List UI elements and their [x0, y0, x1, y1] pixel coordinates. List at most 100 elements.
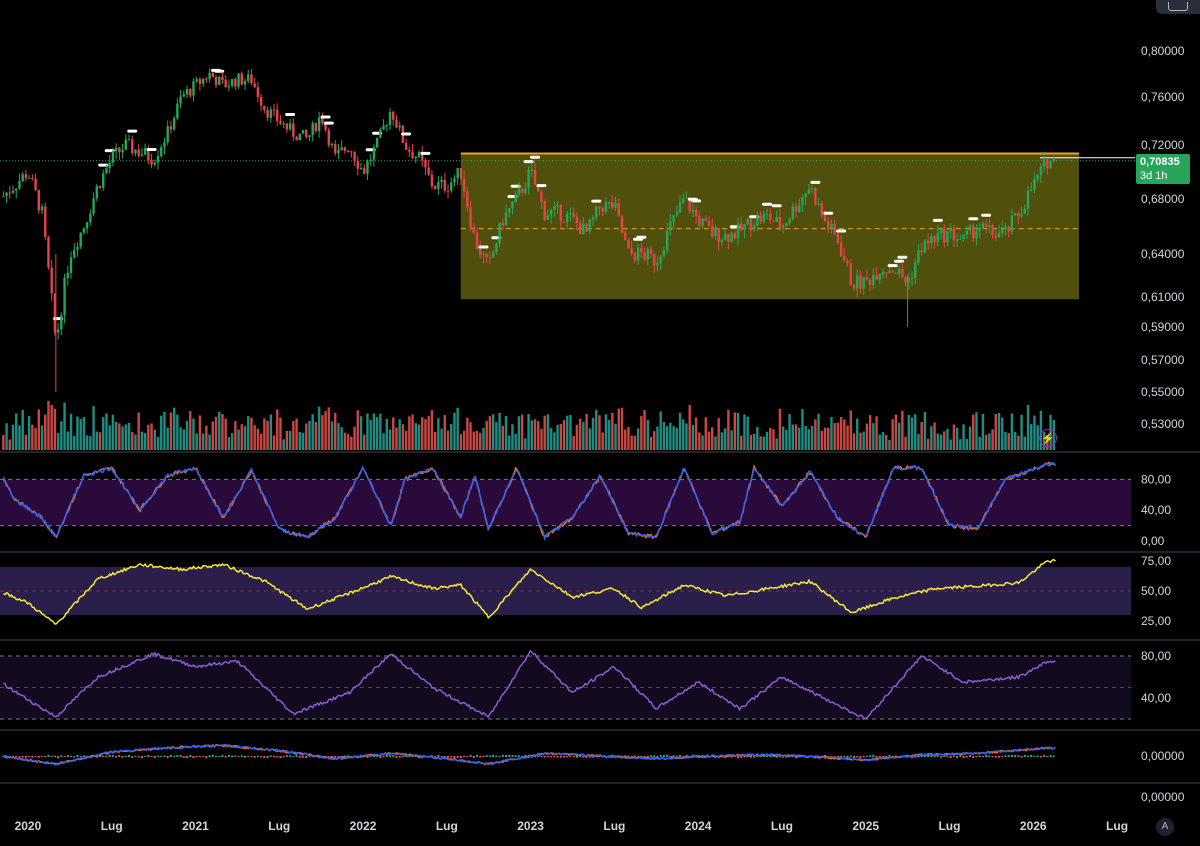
candle-body [527, 170, 530, 188]
volume-bar [595, 409, 598, 450]
candle-body [553, 206, 556, 210]
volume-bar [830, 417, 833, 450]
macd-histogram-bar [914, 756, 917, 758]
candle-body [356, 161, 359, 169]
candle-body [305, 130, 308, 137]
macd-histogram-bar [872, 754, 875, 757]
candle-body [933, 236, 936, 243]
volume-bar [73, 435, 76, 450]
volume-bar [801, 409, 804, 450]
macd-histogram-bar [972, 756, 975, 758]
rsi2-axis-label: 80,00 [1141, 649, 1171, 663]
volume-bar [298, 431, 301, 450]
candle-body [127, 139, 131, 141]
candle-body [746, 219, 749, 225]
volume-bar [63, 402, 66, 450]
macd-histogram-bar [998, 756, 1001, 758]
candle-body [95, 185, 98, 199]
macd-histogram-bar [685, 755, 688, 757]
volume-bar [269, 414, 272, 450]
macd-histogram-bar [479, 756, 482, 758]
candle-body [1007, 226, 1010, 232]
layout-toggle-icon[interactable] [1156, 0, 1200, 14]
volume-bar [79, 419, 82, 450]
volume-bar [160, 415, 163, 450]
volume-bar [556, 424, 559, 450]
macd-histogram-bar [192, 756, 195, 759]
macd-histogram-bar [453, 756, 456, 759]
candle-body [24, 174, 28, 179]
current-price-tag: 0,70835 3d 1h [1136, 154, 1190, 184]
macd-histogram-bar [991, 756, 994, 758]
auto-scale-icon[interactable]: A [1156, 818, 1174, 836]
volume-bar [559, 423, 562, 450]
candle-body [901, 268, 904, 278]
candle-body [282, 123, 285, 125]
candle-body [643, 252, 646, 260]
candle-body [578, 223, 582, 235]
lightning-icon[interactable]: ⚡ [1039, 429, 1057, 447]
candle-body [47, 236, 50, 268]
candle-body [475, 232, 479, 249]
volume-bar [749, 434, 753, 450]
macd-histogram-bar [476, 754, 479, 757]
volume-bar [66, 431, 69, 450]
macd-histogram-bar [405, 755, 408, 757]
volume-bar [759, 436, 762, 450]
macd-histogram-bar [501, 754, 504, 757]
candle-body [607, 202, 611, 204]
macd-histogram-bar [920, 755, 923, 757]
candle-body [256, 87, 260, 98]
macd-histogram-bar [250, 756, 253, 758]
candle-body [633, 253, 637, 261]
candle-body [1023, 208, 1026, 214]
candle-body [131, 139, 134, 154]
candle-body [662, 250, 666, 257]
candle-body [530, 169, 533, 171]
volume-bar [517, 416, 521, 450]
candle-body [785, 223, 788, 227]
macd-histogram-bar [1023, 754, 1026, 757]
macd-histogram-bar [124, 755, 127, 757]
macd-histogram-bar [189, 754, 192, 757]
candle-body [798, 205, 801, 213]
macd-histogram-bar [450, 756, 453, 758]
macd-histogram-bar [472, 756, 475, 759]
volume-bar [572, 435, 575, 450]
macd-histogram-bar [334, 756, 337, 758]
candle-body [549, 209, 553, 216]
volume-bar [105, 413, 108, 450]
volume-bar [288, 430, 292, 450]
macd-histogram-bar [1049, 755, 1052, 757]
volume-bar [788, 413, 791, 450]
candle-body [997, 232, 1001, 238]
volume-bar [179, 427, 182, 450]
candle-body [40, 206, 44, 211]
rsi2-axis-label: 40,00 [1141, 691, 1171, 705]
macd-histogram-bar [198, 756, 201, 758]
macd-histogram-bar [173, 755, 176, 757]
volume-bar [624, 429, 627, 450]
candle-body [862, 277, 865, 289]
bar-countdown: 3d 1h [1140, 170, 1168, 182]
candle-body [27, 177, 31, 179]
volume-bar [276, 409, 279, 450]
volume-bar [44, 414, 47, 450]
macd-histogram-bar [389, 755, 392, 757]
candle-body [620, 215, 624, 233]
candle-body [537, 184, 540, 192]
volume-bar [656, 426, 659, 450]
volume-bar [620, 407, 624, 450]
volume-bar [282, 439, 285, 450]
volume-bar [321, 415, 324, 450]
candle-body [727, 234, 730, 243]
candle-body [865, 277, 869, 280]
macd-histogram-bar [466, 756, 469, 758]
candle-body [888, 270, 891, 273]
volume-bar [208, 434, 211, 450]
volume-bar [456, 407, 459, 450]
macd-histogram-bar [347, 755, 350, 757]
macd-histogram-bar [643, 756, 646, 758]
